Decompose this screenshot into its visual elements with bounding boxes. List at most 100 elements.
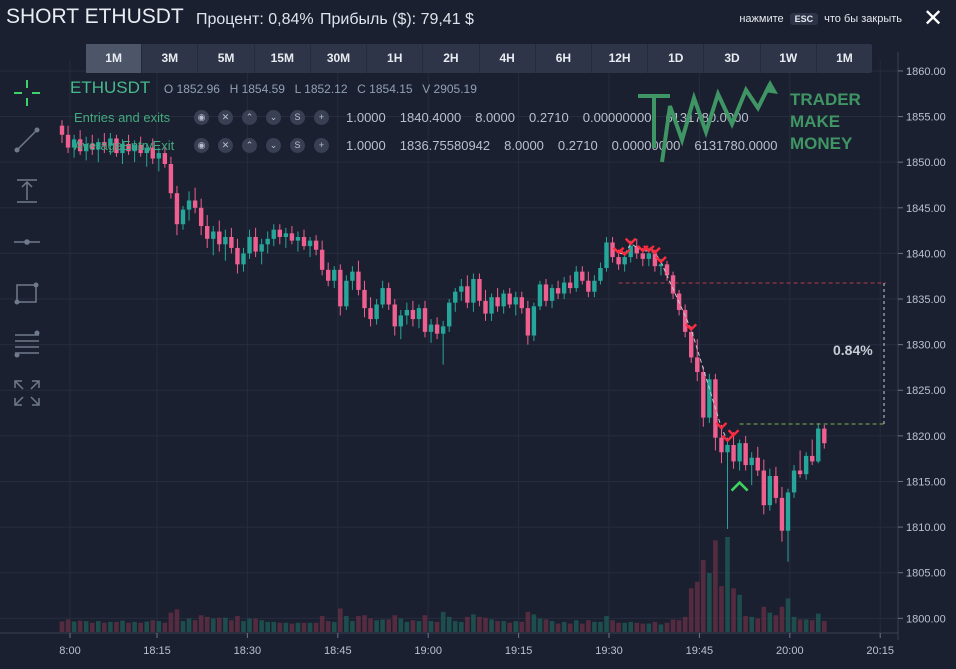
volume-bar (223, 617, 228, 632)
candle (332, 266, 337, 289)
candle (223, 229, 228, 261)
volume-bar (525, 611, 531, 632)
volume-bar (737, 594, 742, 632)
timeframe-button[interactable]: 3D (704, 44, 761, 73)
volume-bar (531, 614, 537, 632)
candle (368, 297, 373, 327)
candle (205, 215, 210, 248)
candle (634, 238, 639, 259)
volume-bar (338, 608, 343, 632)
candle (713, 373, 718, 451)
volume-bar (573, 620, 579, 632)
horizontal-line-icon[interactable] (12, 227, 42, 257)
timeframe-button[interactable]: 1M (86, 44, 143, 73)
volume-bar (132, 621, 137, 632)
move-up-icon[interactable]: ⌃ (242, 110, 257, 125)
volume-bar (822, 621, 827, 632)
volume-bar (156, 621, 162, 632)
candle (229, 227, 234, 254)
candle (186, 191, 192, 221)
settings-icon[interactable]: S (290, 110, 305, 125)
volume-bar (664, 622, 670, 632)
timeframe-button[interactable]: 30M (311, 44, 368, 73)
candle (670, 271, 676, 300)
candle (247, 229, 252, 259)
fullscreen-icon[interactable] (12, 378, 42, 408)
candle (701, 366, 706, 427)
add-icon[interactable]: + (314, 110, 329, 125)
time-tick-label: 20:15 (866, 645, 894, 657)
candle (235, 238, 240, 274)
candle (773, 466, 779, 504)
timeframe-button[interactable]: 15M (255, 44, 311, 73)
fib-retracement-icon[interactable] (12, 329, 42, 359)
volume-bar (398, 618, 404, 632)
timeframe-button[interactable]: 1M (836, 51, 853, 65)
crosshair-icon[interactable] (12, 78, 42, 108)
eye-icon[interactable]: ◉ (194, 110, 209, 125)
settings-icon[interactable]: S (290, 138, 305, 153)
trend-line-icon[interactable] (12, 125, 42, 155)
candle (434, 317, 440, 340)
add-icon[interactable]: + (314, 138, 329, 153)
volume-bar (259, 620, 264, 632)
candle (96, 138, 101, 163)
remove-icon[interactable]: ✕ (218, 110, 233, 125)
remove-icon[interactable]: ✕ (218, 138, 233, 153)
candle (120, 139, 125, 164)
candle (459, 278, 464, 301)
vertical-arrow-icon[interactable] (12, 176, 42, 206)
volume-bar (102, 622, 107, 632)
candle (695, 339, 700, 382)
candle (477, 273, 482, 307)
rectangle-icon[interactable] (12, 278, 42, 308)
indicator-row: Entries and exits ◉ ✕ ⌃ ⌄ S +1.0000 1840.4000 8.… (74, 110, 763, 125)
volume-bar (307, 622, 313, 632)
logo-line-3: MONEY (790, 134, 853, 153)
timeframe-button[interactable]: 1H (367, 44, 424, 73)
volume-bar (495, 621, 500, 632)
candle (319, 240, 325, 276)
volume-bar (362, 615, 367, 632)
timeframe-button[interactable]: 2H (423, 44, 480, 73)
volume-bar (235, 616, 240, 632)
candle (356, 260, 361, 296)
volume-bar (519, 621, 525, 632)
timeframe-button[interactable]: 4H (480, 44, 536, 73)
volume-bar (598, 621, 603, 632)
exit-marker-icon (730, 480, 749, 492)
timeframe-button[interactable]: 6H (536, 44, 592, 73)
move-down-icon[interactable]: ⌄ (266, 138, 281, 153)
page-title: SHORT ETHUSDT (6, 5, 184, 28)
eye-icon[interactable]: ◉ (194, 138, 209, 153)
entry-marker-icon (624, 237, 637, 246)
logo-line-2: MAKE (790, 112, 841, 131)
timeframe-button[interactable]: 5M (198, 44, 255, 73)
price-tick-label: 1800.00 (906, 613, 946, 625)
move-down-icon[interactable]: ⌄ (266, 110, 281, 125)
volume-bar (743, 616, 748, 632)
volume-bar (616, 622, 621, 632)
candle (737, 439, 742, 471)
timeframe-button[interactable]: 3M (142, 44, 199, 73)
volume-bar (803, 619, 809, 632)
volume-bar (229, 620, 234, 632)
timeframe-button[interactable]: 1W (761, 44, 817, 73)
entry-marker-icon (618, 248, 631, 257)
candle (156, 147, 161, 172)
volume-bar (483, 617, 488, 632)
volume-bar (658, 624, 664, 632)
close-icon[interactable]: ✕ (922, 5, 944, 32)
volume-bar (380, 619, 385, 632)
candle (719, 424, 724, 464)
volume-bar (555, 623, 561, 632)
candle (785, 488, 791, 562)
volume-bar (640, 623, 646, 632)
move-up-icon[interactable]: ⌃ (242, 138, 257, 153)
trade-percent-label: 0.84% (833, 342, 873, 358)
timeframe-button[interactable]: 12H (592, 44, 649, 73)
timeframe-button[interactable]: 1D (648, 44, 705, 73)
profit-stat: Прибыль ($): 79,41 $ (320, 11, 474, 28)
candle (386, 282, 391, 310)
price-axis-panel (898, 52, 956, 642)
